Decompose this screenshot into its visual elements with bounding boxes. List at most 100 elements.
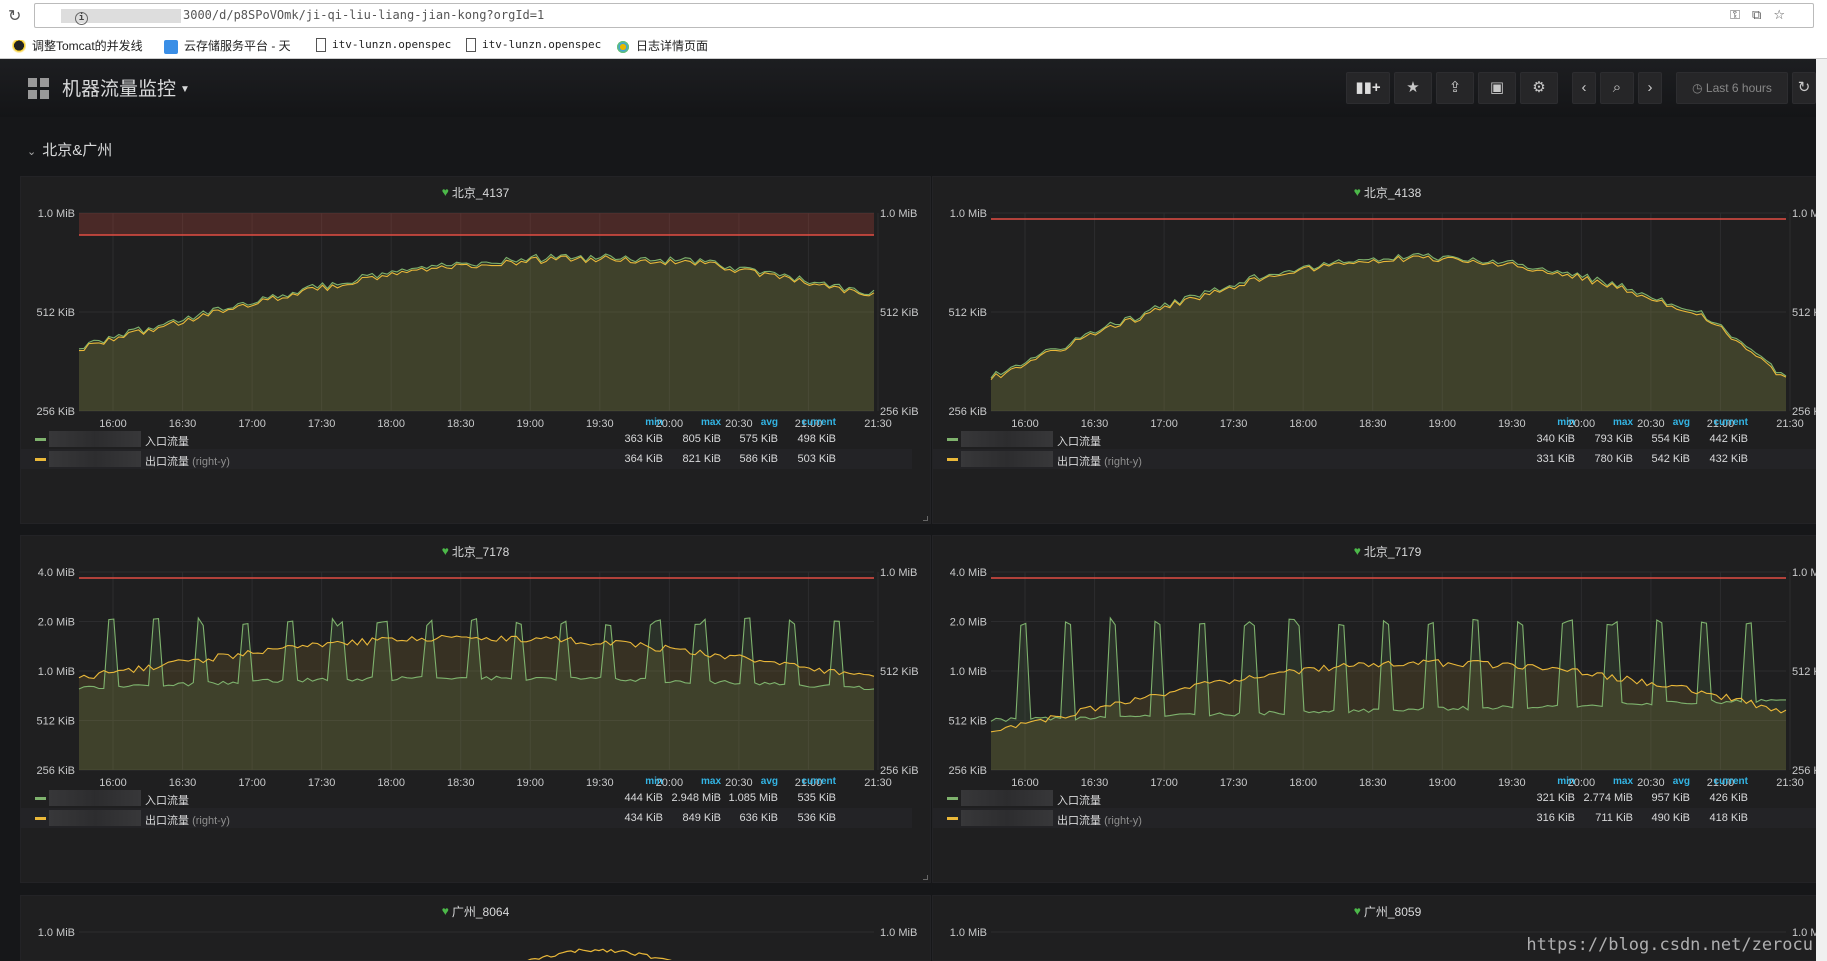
x-tick-label: 21:30 xyxy=(864,418,892,430)
time-back-button[interactable]: ‹ xyxy=(1572,72,1596,104)
bookmark-item[interactable]: 调整Tomcat的并发线 xyxy=(12,37,152,54)
settings-button[interactable]: ⚙ xyxy=(1520,72,1558,104)
x-tick-label: 21:00 xyxy=(795,777,823,789)
x-tick-label: 20:30 xyxy=(725,777,753,789)
bookmark-item[interactable]: 云存储服务平台 - 天 xyxy=(164,37,304,54)
legend-series-name[interactable]: 入口流量 xyxy=(145,436,189,448)
legend-series-row[interactable]: 出口流量 (right-y) 434 KiB 849 KiB 636 KiB 536 K… xyxy=(21,808,912,828)
legend-header-max[interactable]: max xyxy=(1612,417,1633,428)
info-icon[interactable]: i xyxy=(75,12,88,25)
bookmark-item[interactable]: itv-lunzn.openspec xyxy=(466,37,606,52)
legend-color-swatch[interactable] xyxy=(35,797,46,800)
legend-series-name[interactable]: 出口流量 (right-y) xyxy=(1057,815,1142,827)
time-picker[interactable]: ◷ Last 6 hours xyxy=(1676,72,1788,104)
panel-title[interactable]: ♥ 广州_8059 xyxy=(933,903,1827,920)
redacted-host xyxy=(61,8,181,23)
panel-resize-handle[interactable] xyxy=(923,875,928,880)
legend-series-row[interactable]: 出口流量 (right-y) 331 KiB 780 KiB 542 KiB 432 K… xyxy=(933,449,1824,469)
legend-header-avg[interactable]: avg xyxy=(1672,776,1690,787)
panel-title[interactable]: ♥ 北京_7179 xyxy=(933,543,1827,560)
legend-color-swatch[interactable] xyxy=(35,438,46,441)
legend-color-swatch[interactable] xyxy=(947,438,958,441)
graph-canvas[interactable]: 1.0 MiB 1.0 MiB xyxy=(21,918,932,960)
legend-header-max[interactable]: max xyxy=(1612,776,1633,787)
x-tick-label: 21:30 xyxy=(1776,418,1804,430)
legend-value-min: 316 KiB xyxy=(1536,812,1575,824)
x-tick-label: 19:00 xyxy=(517,777,545,789)
legend-header-min[interactable]: min xyxy=(645,417,663,428)
bookmark-item[interactable]: itv-lunzn.openspec xyxy=(316,37,456,52)
legend-header-current[interactable]: current xyxy=(1713,417,1748,428)
legend-header-min[interactable]: min xyxy=(1557,776,1575,787)
legend-series-name[interactable]: 入口流量 xyxy=(1057,795,1101,807)
legend-series-row[interactable]: 出口流量 (right-y) 364 KiB 821 KiB 586 KiB 503 K… xyxy=(21,449,912,469)
legend-header-max[interactable]: max xyxy=(700,417,721,428)
legend-header-max[interactable]: max xyxy=(700,776,721,787)
legend-header-avg[interactable]: avg xyxy=(760,776,778,787)
save-button[interactable]: ▣ xyxy=(1478,72,1516,104)
address-bar[interactable]: i 3000/d/p8SPoVOmk/ji-qi-liu-liang-jian-… xyxy=(34,3,1814,28)
star-button[interactable]: ★ xyxy=(1394,72,1432,104)
legend-header-min[interactable]: min xyxy=(1557,417,1575,428)
legend-series-name[interactable]: 入口流量 xyxy=(1057,436,1101,448)
legend-color-swatch[interactable] xyxy=(947,458,958,461)
time-forward-button[interactable]: › xyxy=(1638,72,1662,104)
graph-panel[interactable]: ♥ 北京_7179 4.0 MiB 2.0 MiB 1.0 MiB 512 KiB 256 … xyxy=(932,535,1827,883)
flower-icon xyxy=(616,39,630,54)
panel-title[interactable]: ♥ 北京_4137 xyxy=(21,184,930,201)
legend-header-min[interactable]: min xyxy=(645,776,663,787)
series-line-in xyxy=(990,616,1786,723)
legend-header-current[interactable]: current xyxy=(801,417,836,428)
graph-panel[interactable]: ♥ 北京_7178 4.0 MiB 2.0 MiB 1.0 MiB 512 KiB 256 … xyxy=(20,535,931,883)
key-icon[interactable]: ⚿ xyxy=(1730,7,1753,22)
panel-title[interactable]: ♥ 北京_4138 xyxy=(933,184,1827,201)
refresh-button[interactable]: ↻ xyxy=(1792,72,1816,104)
right-y-tag: (right-y) xyxy=(192,815,230,827)
legend-header-current[interactable]: current xyxy=(1713,776,1748,787)
legend-color-swatch[interactable] xyxy=(35,817,46,820)
star-bookmark-icon[interactable]: ☆ xyxy=(1773,7,1797,22)
legend-color-swatch[interactable] xyxy=(35,458,46,461)
graph-panel[interactable]: ♥ 广州_8064 1.0 MiB 1.0 MiB xyxy=(20,895,931,961)
legend-series-name[interactable]: 出口流量 (right-y) xyxy=(1057,456,1142,468)
graph-panel[interactable]: ♥ 北京_4137 1.0 MiB 512 KiB 256 KiB 1.0 MiB 512 … xyxy=(20,176,931,524)
share-button[interactable]: ⇪ xyxy=(1436,72,1474,104)
legend-color-swatch[interactable] xyxy=(947,797,958,800)
legend-series-name[interactable]: 入口流量 xyxy=(145,795,189,807)
zoom-out-button[interactable]: ⌕ xyxy=(1600,72,1634,104)
bookmark-item[interactable]: 日志详情页面 xyxy=(616,37,756,54)
dashboard-title[interactable]: 机器流量监控 ▼ xyxy=(62,79,190,100)
panel-title[interactable]: ♥ 广州_8064 xyxy=(21,903,930,920)
legend-series-row[interactable]: 出口流量 (right-y) 316 KiB 711 KiB 490 KiB 418 K… xyxy=(933,808,1824,828)
x-tick-label: 16:30 xyxy=(169,418,197,430)
legend-header-avg[interactable]: avg xyxy=(1672,417,1690,428)
dashboard-row-title[interactable]: ⌄ 北京&广州 xyxy=(27,142,113,159)
x-tick-label: 17:00 xyxy=(1150,777,1178,789)
legend-series-row[interactable]: 入口流量 321 KiB 2.774 MiB 957 KiB 426 KiB xyxy=(933,788,1824,808)
add-panel-button[interactable]: ▮▮+ xyxy=(1346,72,1390,104)
legend-series-name[interactable]: 出口流量 (right-y) xyxy=(145,815,230,827)
legend-header-current[interactable]: current xyxy=(801,776,836,787)
legend-series-row[interactable]: 入口流量 340 KiB 793 KiB 554 KiB 442 KiB xyxy=(933,429,1824,449)
panel-title[interactable]: ♥ 北京_7178 xyxy=(21,543,930,560)
panel-title-text: 广州_8064 xyxy=(451,905,510,919)
legend-series-row[interactable]: 入口流量 363 KiB 805 KiB 575 KiB 498 KiB xyxy=(21,429,912,449)
legend-header-avg[interactable]: avg xyxy=(760,417,778,428)
page-scrollbar[interactable] xyxy=(1816,59,1827,961)
legend-series-name[interactable]: 出口流量 (right-y) xyxy=(145,456,230,468)
dashboard-grid-icon[interactable] xyxy=(28,78,49,99)
legend-color-swatch[interactable] xyxy=(947,817,958,820)
series-line-in xyxy=(78,253,875,350)
x-tick-label: 17:00 xyxy=(238,418,266,430)
legend-value-current: 503 KiB xyxy=(797,453,836,465)
graph-panel[interactable]: ♥ 北京_4138 1.0 MiB 512 KiB 256 KiB 1.0 MiB 512 … xyxy=(932,176,1827,524)
legend-series-row[interactable]: 入口流量 444 KiB 2.948 MiB 1.085 MiB 535 KiB xyxy=(21,788,912,808)
panel-resize-handle[interactable] xyxy=(923,516,928,521)
translate-icon[interactable]: ⧉ xyxy=(1752,7,1774,22)
reload-icon[interactable]: ↻ xyxy=(8,8,22,25)
panel-title-text: 广州_8059 xyxy=(1363,905,1422,919)
